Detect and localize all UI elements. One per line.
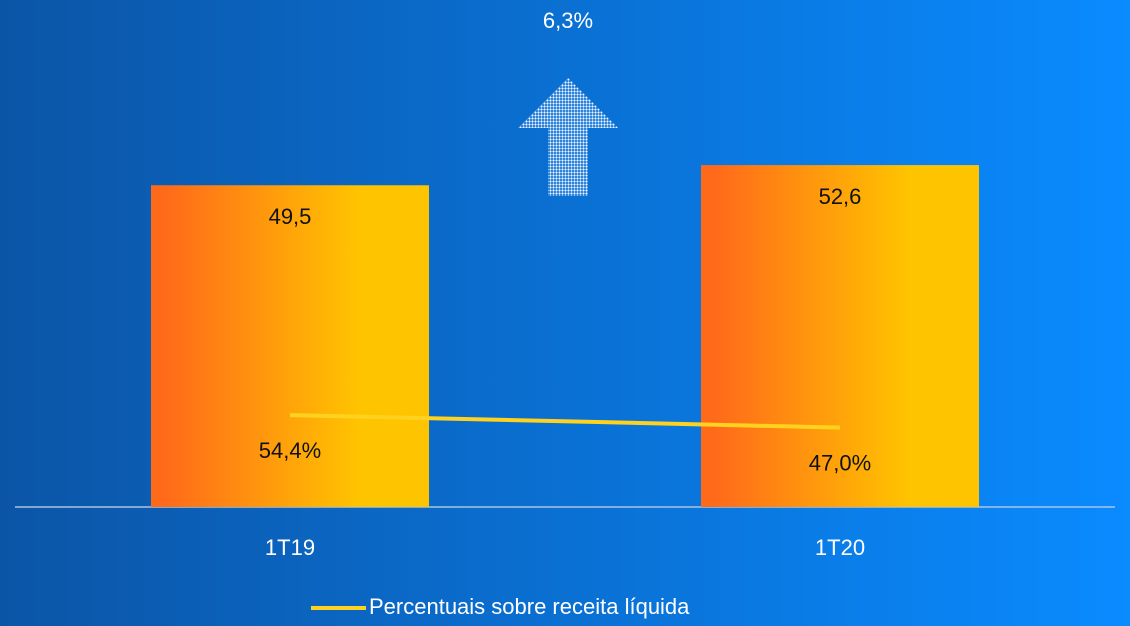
up-arrow (518, 78, 618, 196)
x-tick-label: 1T20 (815, 535, 865, 560)
bar (151, 185, 429, 507)
legend-label: Percentuais sobre receita líquida (369, 594, 690, 619)
bar-value-label: 52,6 (819, 184, 862, 209)
line-value-label: 54,4% (259, 438, 321, 463)
bar (701, 165, 979, 507)
line (289, 413, 841, 430)
bar-value-label: 49,5 (269, 204, 312, 229)
x-tick-label: 1T19 (265, 535, 315, 560)
line-value-label: 47,0% (809, 450, 871, 475)
annotation: 6,3% (543, 8, 593, 33)
